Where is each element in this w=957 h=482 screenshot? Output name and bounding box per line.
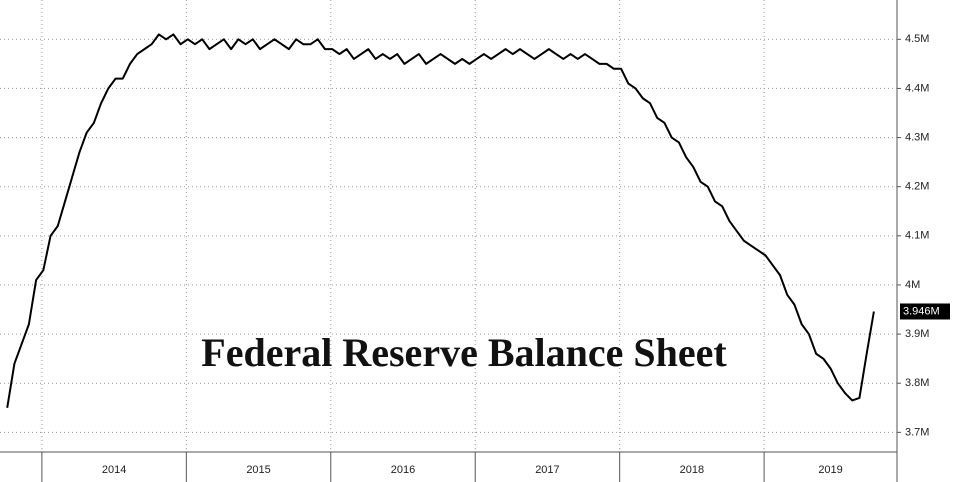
y-tick-label: 4.5M	[905, 33, 929, 45]
last-value-label: 3.946M	[903, 305, 940, 317]
x-tick-label: 2019	[818, 464, 842, 476]
y-tick-label: 3.8M	[905, 377, 929, 389]
x-tick-label: 2018	[680, 464, 704, 476]
x-tick-label: 2015	[246, 464, 270, 476]
y-tick-label: 4.3M	[905, 131, 929, 143]
y-tick-label: 3.7M	[905, 426, 929, 438]
x-tick-label: 2014	[102, 464, 126, 476]
y-tick-label: 4.2M	[905, 181, 929, 193]
y-tick-label: 4.1M	[905, 230, 929, 242]
chart-title: Federal Reserve Balance Sheet	[201, 330, 727, 375]
data-line	[6, 33, 875, 408]
x-tick-label: 2017	[535, 464, 559, 476]
last-value-box	[900, 303, 950, 320]
x-tick-label: 2016	[391, 464, 415, 476]
y-tick-label: 3.9M	[905, 328, 929, 340]
y-tick-label: 4M	[905, 279, 920, 291]
y-tick-label: 4.4M	[905, 82, 929, 94]
